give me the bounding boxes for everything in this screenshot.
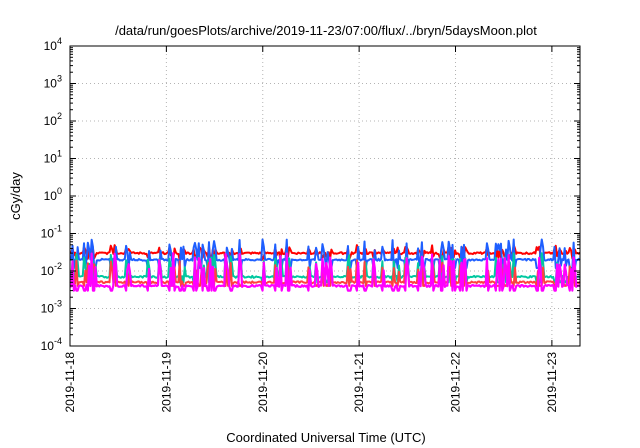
y-tick-label: 100 [44, 186, 62, 203]
x-tick-label: 2019-11-21 [352, 352, 366, 413]
series-line [69, 252, 581, 292]
grid-layer [70, 46, 580, 346]
y-tick-label: 101 [44, 149, 62, 166]
y-tick-label: 10-4 [41, 336, 62, 353]
y-tick-label: 103 [44, 74, 62, 91]
x-tick-label: 2019-11-20 [256, 352, 270, 413]
y-axis: 10-4 10-3 10-2 10-1 100 101 102 103 104 [41, 36, 580, 353]
x-axis-label: Coordinated Universal Time (UTC) [226, 430, 425, 445]
data-layer [69, 238, 581, 292]
y-tick-label: 10-3 [41, 299, 62, 316]
x-tick-label: 2019-11-22 [449, 352, 463, 413]
y-tick-label: 10-1 [41, 224, 62, 241]
y-tick-label: 102 [44, 111, 62, 128]
x-tick-label: 2019-11-18 [63, 352, 77, 413]
y-tick-label: 104 [44, 36, 62, 53]
x-tick-label: 2019-11-23 [545, 352, 559, 413]
x-tick-label: 2019-11-19 [159, 352, 173, 413]
x-axis: 2019-11-18 2019-11-19 2019-11-20 2019-11-21… [63, 46, 559, 413]
y-axis-label: cGy/day [8, 172, 23, 220]
y-tick-label: 10-2 [41, 261, 62, 278]
chart-title: /data/run/goesPlots/archive/2019-11-23/0… [115, 23, 537, 38]
series-line [69, 238, 581, 270]
